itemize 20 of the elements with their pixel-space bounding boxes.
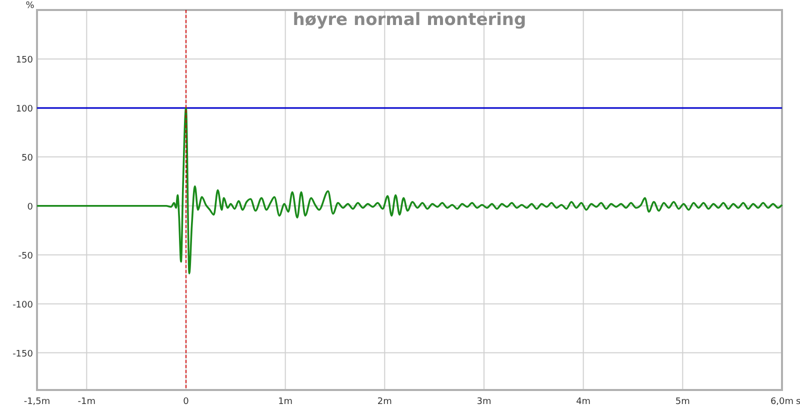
line-series [36, 107, 783, 274]
y-tick-label: 50 [22, 153, 34, 164]
x-tick-label: -1,5m [24, 397, 50, 407]
x-tick-label: 5m [675, 397, 690, 407]
y-tick-label: 0 [27, 202, 34, 212]
chart-title: høyre normal montering [292, 10, 526, 30]
y-axis-title: % [26, 1, 35, 11]
y-tick-label: -50 [18, 251, 34, 262]
y-tick-label: -150 [12, 349, 34, 360]
x-tick-label: 1m [278, 397, 293, 407]
x-tick-label: 0 [183, 397, 190, 407]
y-tick-label: 150 [16, 55, 34, 66]
x-tick-label: 2m [377, 397, 392, 407]
x-tick-label: 6,0m [770, 397, 794, 407]
y-tick-label: -100 [12, 300, 34, 310]
x-tick-label: -1m [78, 397, 96, 407]
x-tick-label: 4m [576, 397, 591, 407]
y-tick-label: 100 [16, 104, 34, 114]
x-axis-title: s [796, 397, 800, 407]
x-tick-label: 3m [476, 397, 492, 407]
